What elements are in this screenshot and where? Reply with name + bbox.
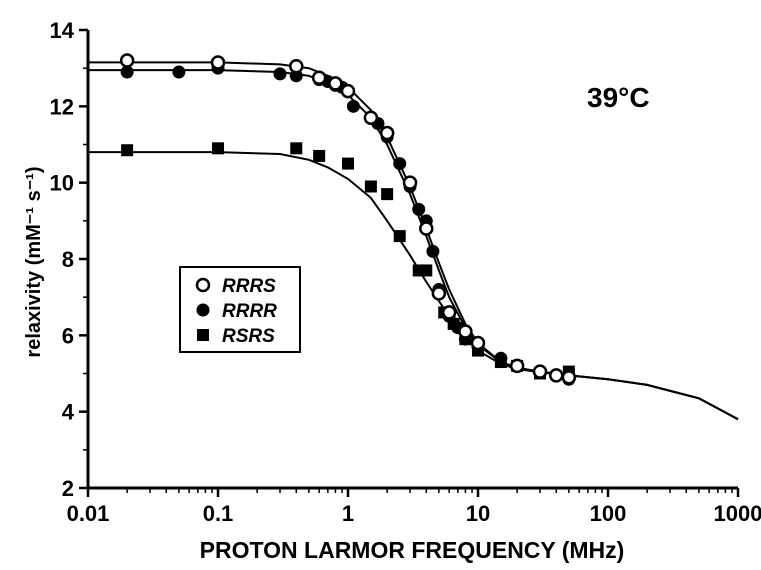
- y-tick-label: 12: [50, 94, 74, 119]
- y-tick-label: 14: [50, 18, 75, 43]
- open-circle-marker: [470, 335, 486, 351]
- filled-square-marker: [197, 329, 209, 341]
- x-axis-title: PROTON LARMOR FREQUENCY (MHz): [200, 537, 625, 563]
- x-tick-label: 10: [466, 501, 490, 526]
- open-circle-marker: [195, 277, 211, 293]
- filled-circle-marker: [120, 65, 134, 79]
- legend-label-rrrs: RRRS: [222, 276, 276, 297]
- y-tick-label: 6: [62, 323, 74, 348]
- fit-curve: [88, 69, 739, 421]
- filled-circle-marker: [172, 65, 186, 79]
- filled-square-marker: [212, 142, 224, 155]
- y-tick-label: 4: [62, 400, 75, 425]
- open-circle-marker: [431, 286, 447, 301]
- open-circle-marker: [419, 221, 434, 236]
- filled-circle-marker: [196, 303, 210, 317]
- filled-square-marker: [290, 142, 303, 155]
- fit-curve: [88, 61, 739, 421]
- open-circle-marker: [119, 53, 135, 68]
- fit-curves: [88, 61, 739, 421]
- y-axis-title: relaxivity (mM⁻¹ s⁻¹): [23, 166, 45, 357]
- open-circle-marker: [458, 324, 473, 339]
- x-tick-label: 0.1: [203, 501, 234, 526]
- filled-square-marker: [420, 264, 433, 277]
- axis-ticks: 0.01 0.1 1 10 100 1000 2 4 6 8 10 12 14: [50, 18, 761, 526]
- filled-square-marker: [364, 180, 377, 193]
- filled-circle-marker: [273, 67, 287, 81]
- open-circle-marker: [328, 76, 343, 91]
- x-tick-label: 1000: [714, 501, 761, 526]
- filled-square-marker: [342, 157, 354, 170]
- filled-square-marker: [121, 144, 134, 157]
- open-circle-marker: [441, 305, 457, 320]
- open-circle-marker: [379, 125, 395, 141]
- filled-circle-marker: [393, 157, 407, 171]
- open-circle-marker: [509, 358, 525, 374]
- open-circle-marker: [340, 83, 356, 99]
- filled-circle-marker: [346, 99, 360, 113]
- x-tick-label: 0.01: [67, 501, 110, 526]
- legend: RRRS RRRR RSRS: [179, 266, 301, 353]
- open-circle-marker: [210, 55, 226, 70]
- open-circle-marker: [549, 368, 564, 383]
- legend-label-rsrs: RSRS: [222, 326, 275, 347]
- data-markers: [119, 53, 577, 386]
- filled-circle-marker: [412, 202, 426, 216]
- open-circle-marker: [363, 110, 379, 126]
- y-tick-label: 10: [50, 171, 74, 196]
- filled-circle-marker: [426, 244, 440, 258]
- open-circle-marker: [311, 70, 327, 85]
- legend-items: RRRS RRRR RSRS: [195, 276, 277, 347]
- open-circle-marker: [532, 364, 548, 379]
- y-tick-label: 8: [62, 247, 74, 272]
- filled-square-marker: [313, 149, 326, 162]
- filled-square-marker: [381, 188, 394, 201]
- open-circle-marker: [289, 59, 304, 74]
- legend-label-rrrr: RRRR: [222, 301, 277, 322]
- x-tick-label: 100: [590, 501, 627, 526]
- filled-square-marker: [393, 230, 406, 243]
- open-circle-marker: [561, 370, 577, 385]
- y-tick-label: 2: [62, 476, 74, 501]
- filled-circle-marker: [494, 351, 508, 365]
- temperature-annotation: 39°C: [587, 82, 650, 113]
- open-circle-marker: [402, 175, 418, 190]
- x-tick-label: 1: [342, 501, 354, 526]
